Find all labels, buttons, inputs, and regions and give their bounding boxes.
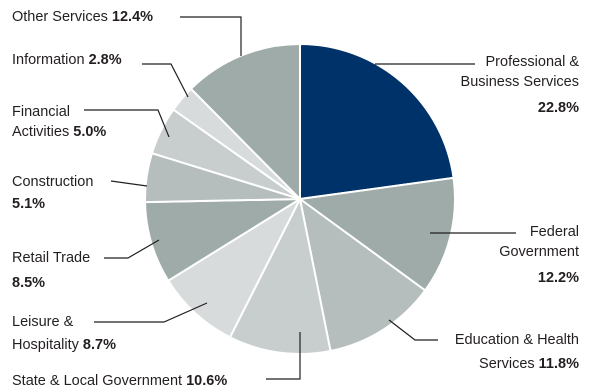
pie-slice-edu [299,198,427,352]
slice-label-line: Retail Trade [12,250,90,266]
pie-slice-pbs [299,43,455,200]
slice-label-line: Business Services [461,74,579,90]
slice-value-oth: 12.4% [112,9,153,25]
slice-label-line: 12.2% [538,270,579,286]
slice-label-fed: Federal Government 12.2% [499,224,579,286]
leader-line-sl [266,332,301,380]
slice-label-line: Government [499,244,579,260]
slice-value-edu: 11.8% [539,356,579,372]
leader-line-fin [84,109,170,138]
slice-label-line: State & Local Government 10.6% [12,373,227,388]
slice-label-line: Professional & [486,54,580,70]
slice-value-fed: 12.2% [538,270,579,286]
slice-label-line: Leisure & [12,314,74,330]
slice-label-line: Services 11.8% [479,356,579,372]
slice-value-pbs: 22.8% [538,100,579,116]
slice-label-line: 8.5% [12,275,45,291]
leader-line-oth [180,16,242,56]
slice-value-lh: 8.7% [83,337,116,353]
slice-label-line: Information 2.8% [12,52,122,68]
slice-value-fin: 5.0% [73,124,106,140]
pie-slices [144,43,456,356]
slice-label-edu: Education & Health Services 11.8% [455,332,579,372]
slice-label-fin: Financial Activities 5.0% [12,104,106,140]
slice-label-line: Activities 5.0% [12,124,106,140]
leader-line-info [142,63,189,98]
slice-value-rt: 8.5% [12,275,45,291]
leader-line-edu [388,319,438,341]
slice-label-pbs: Professional & Business Services 22.8% [461,54,580,116]
slice-label-con: Construction 5.1% [12,174,93,212]
slice-value-con: 5.1% [12,196,45,212]
slice-label-line: Education & Health [455,332,579,348]
pie-slice-lh [167,198,301,339]
slice-label-line: Federal [530,224,579,240]
leader-line-rt [104,239,160,259]
slice-label-rt: Retail Trade 8.5% [12,250,90,291]
slice-label-oth: Other Services 12.4% [12,9,153,25]
slice-labels: Professional & Business Services 22.8% Fede… [12,9,579,388]
pie-slice-sl [229,198,332,356]
slice-label-line: 22.8% [538,100,579,116]
leader-lines [84,16,516,380]
slice-value-info: 2.8% [89,52,122,68]
slice-label-info: Information 2.8% [12,52,122,68]
slice-label-lh: Leisure & Hospitality 8.7% [12,314,116,353]
slice-label-line: 5.1% [12,196,45,212]
slice-label-line: Construction [12,174,93,190]
slice-label-line: Hospitality 8.7% [12,337,116,353]
leader-line-lh [94,302,208,323]
slice-label-sl: State & Local Government 10.6% [12,373,227,388]
slice-label-line: Other Services 12.4% [12,9,153,25]
pie-slice-fed [299,176,456,292]
slice-value-sl: 10.6% [186,373,227,388]
leader-line-con [110,180,148,187]
slice-label-line: Financial [12,104,70,120]
